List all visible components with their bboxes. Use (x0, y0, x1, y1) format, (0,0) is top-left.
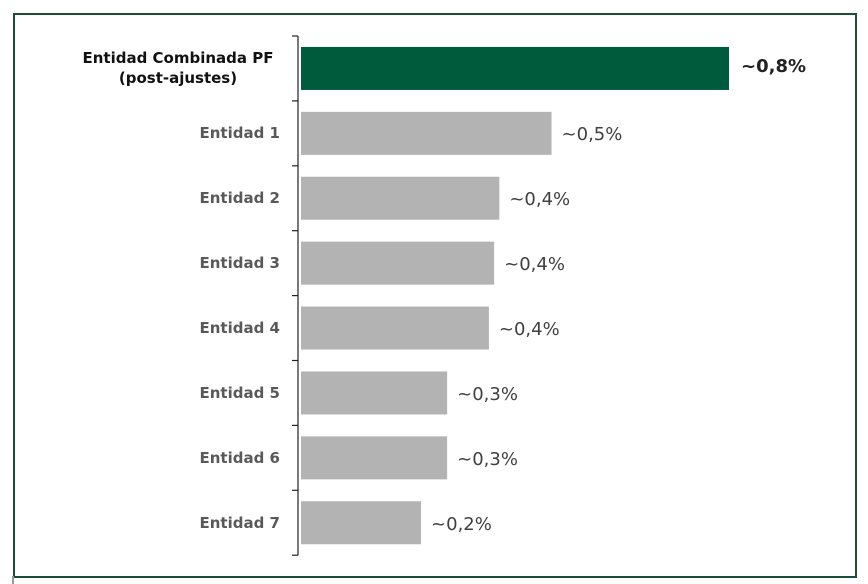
bar (301, 436, 448, 480)
bar (301, 176, 500, 220)
bar (301, 306, 489, 350)
category-label: Entidad 3 (199, 254, 281, 273)
category-label: Entidad 4 (199, 319, 281, 338)
value-label: ~0,3% (457, 448, 518, 470)
bar (301, 371, 448, 415)
value-label: ~0,4% (498, 319, 560, 341)
value-label: ~0,8% (741, 56, 807, 78)
edge (12, 576, 14, 584)
category-label: Entidad Combinada PF (post-ajustes) (82, 49, 274, 88)
bar (301, 46, 729, 90)
bar (301, 111, 552, 155)
value-label: ~0,5% (561, 124, 623, 146)
bar (301, 241, 495, 285)
category-label: Entidad 1 (199, 124, 281, 143)
value-label: ~0,4% (504, 254, 565, 276)
value-label: ~0,3% (457, 383, 518, 405)
category-label: Entidad 5 (199, 383, 281, 402)
value-label: ~0,4% (509, 189, 571, 211)
frame (13, 13, 857, 578)
category-label: Entidad 7 (199, 513, 281, 532)
category-label: Entidad 2 (199, 189, 281, 208)
bar (301, 501, 422, 545)
category-label: Entidad 6 (199, 448, 281, 467)
value-label: ~0,2% (431, 513, 492, 535)
